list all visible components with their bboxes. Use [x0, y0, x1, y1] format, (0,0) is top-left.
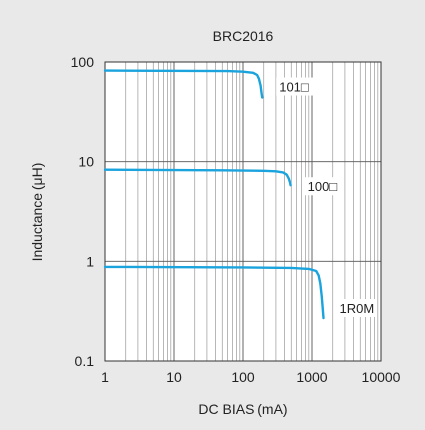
series-label-background: [304, 177, 344, 196]
y-tick-label: 100: [71, 54, 95, 70]
x-tick-label: 100: [231, 369, 255, 385]
series-label: 101□: [279, 80, 309, 95]
y-axis-label: Inductance (μH): [29, 163, 45, 262]
chart-title: BRC2016: [213, 28, 274, 44]
series-line: [103, 265, 325, 320]
series-label: 1R0M: [340, 301, 375, 316]
series-label-background: [336, 299, 375, 318]
x-tick-label: 10: [166, 369, 182, 385]
series-label-background: [276, 77, 315, 96]
y-tick-label: 10: [78, 154, 94, 170]
plot-frame: [104, 61, 382, 362]
series-line: [103, 69, 264, 99]
y-tick-label: 0.1: [75, 353, 95, 369]
x-axis-label: DC BIAS (mA): [198, 401, 287, 417]
y-tick-label: 1: [86, 253, 94, 269]
x-tick-label: 1000: [296, 369, 327, 385]
series-label: 100□: [308, 179, 338, 194]
x-tick-label: 10000: [362, 369, 401, 385]
x-tick-label: 1: [101, 369, 109, 385]
plot-area: 1 10 100 1000 10000 0.1 1 10 100 101□ 100□ 1R0M: [71, 54, 401, 385]
series-line: [103, 168, 292, 187]
